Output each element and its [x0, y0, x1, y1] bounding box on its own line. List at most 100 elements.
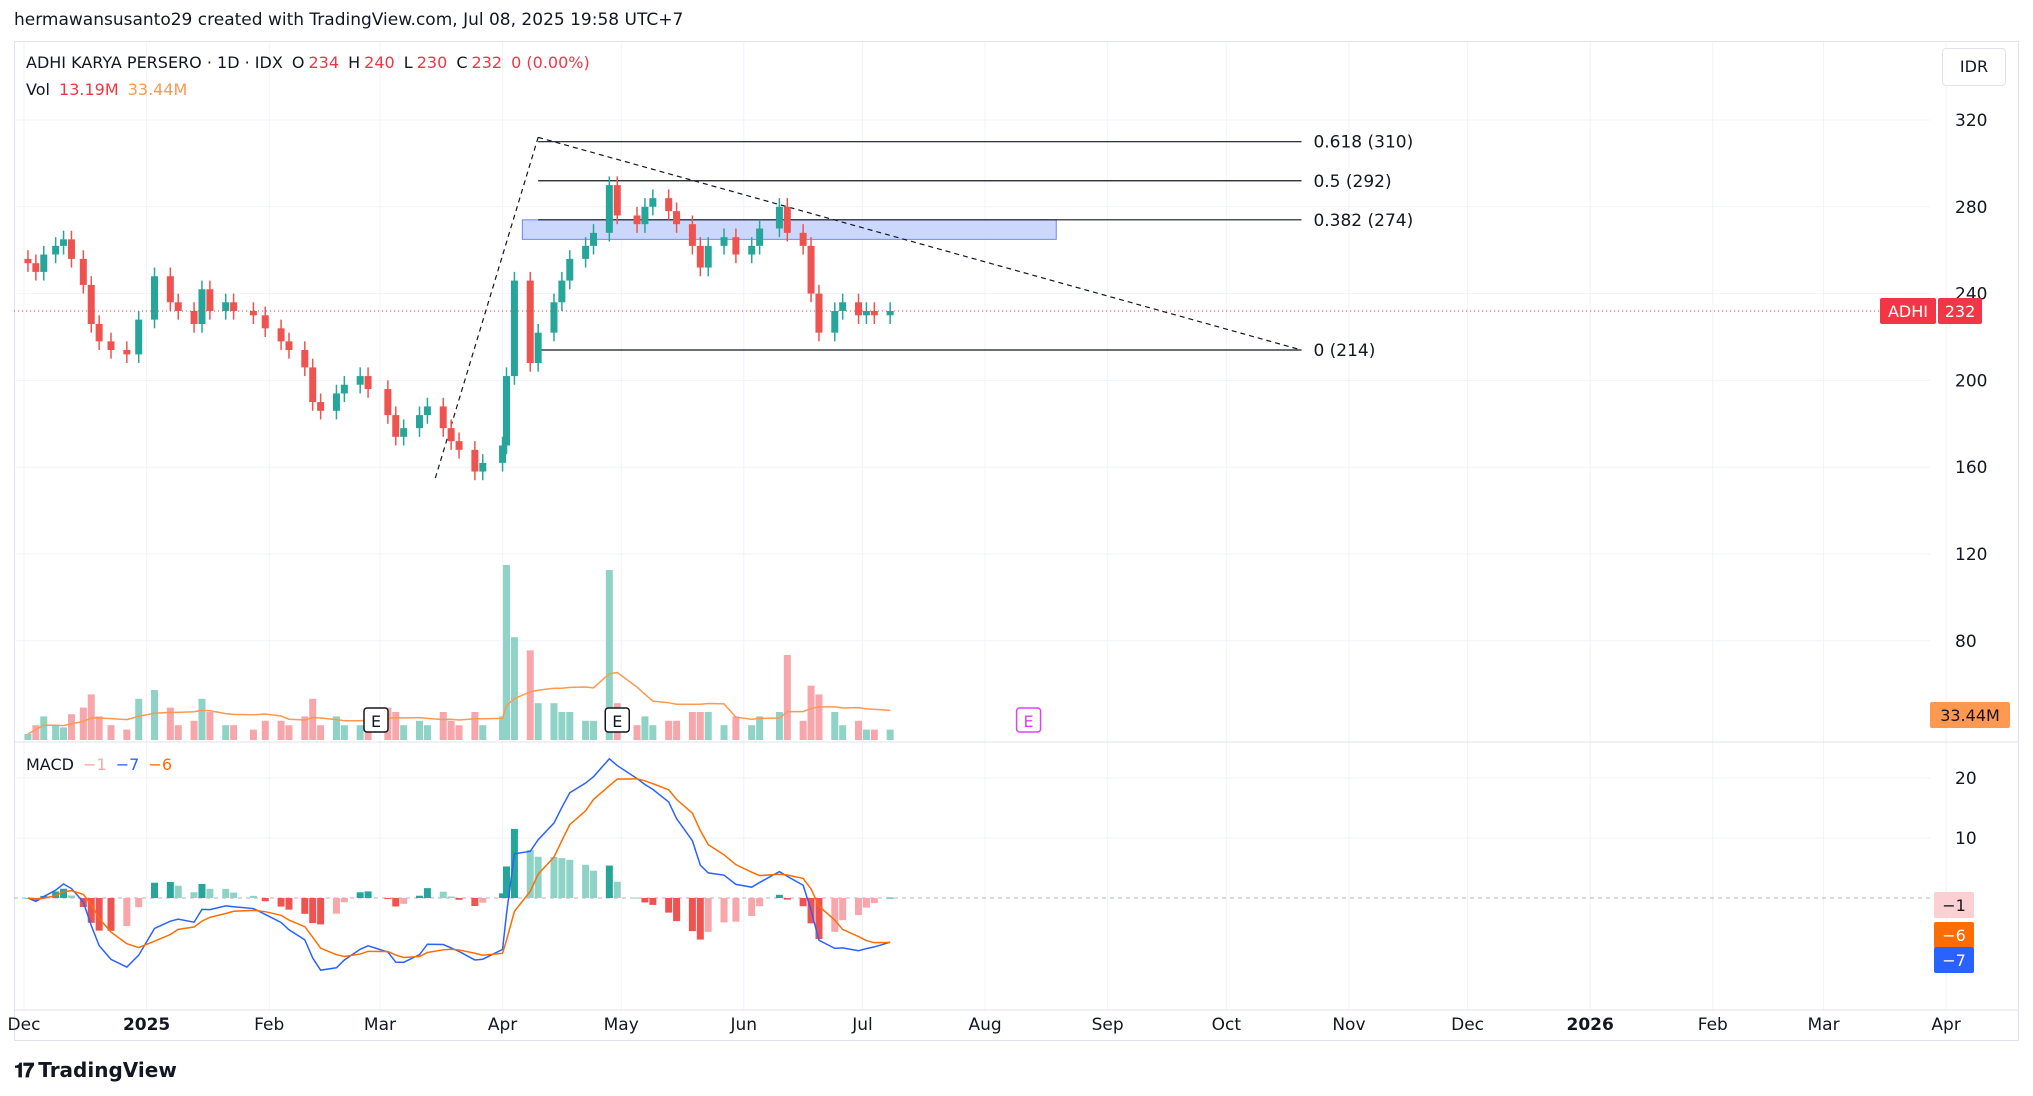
price-tick-label: 160: [1955, 458, 1987, 478]
macd-histogram-bar: [60, 888, 68, 898]
macd-histogram-bar: [775, 894, 783, 898]
volume-bar: [886, 729, 894, 740]
macd-histogram-bar: [416, 895, 423, 898]
candle-body: [166, 276, 174, 303]
change-value: 0 (0.00%): [511, 53, 590, 72]
macd-histogram-bar: [230, 892, 238, 898]
volume-bar: [605, 570, 613, 740]
candle-body: [775, 206, 783, 229]
volume-bar: [166, 707, 174, 740]
volume-bar: [60, 727, 68, 740]
volume-bar: [673, 720, 681, 740]
candle-body: [783, 206, 791, 233]
earnings-marker-label: E: [1024, 712, 1034, 731]
candle-body: [190, 310, 198, 324]
volume-bar: [510, 637, 518, 740]
candle-body: [550, 302, 558, 333]
candle-body: [67, 239, 75, 259]
candle-body: [249, 310, 257, 316]
volume-bar: [447, 720, 455, 740]
candle-body: [720, 237, 728, 246]
macd-histogram-bar: [748, 898, 756, 916]
macd-histogram-bar: [783, 898, 791, 900]
volume-bar: [249, 729, 257, 740]
volume-bar: [206, 712, 214, 740]
candle-body: [301, 350, 309, 368]
macd-histogram-bar: [720, 898, 728, 923]
macd-value-tag: [1934, 892, 1974, 918]
volume-bar: [261, 720, 269, 740]
macd-histogram-bar: [107, 898, 115, 931]
volume-bar: [590, 720, 598, 740]
earnings-marker: [604, 707, 630, 733]
low-label: L: [403, 53, 413, 72]
time-tick-label: 2025: [123, 1015, 170, 1035]
volume-bar: [732, 716, 740, 740]
candle-body: [392, 415, 400, 437]
candle-body: [400, 428, 408, 437]
volume-bar: [222, 725, 230, 740]
macd-histogram-bar: [499, 893, 507, 898]
volume-bar: [356, 725, 364, 740]
macd-histogram-bar: [439, 891, 447, 898]
macd-histogram-bar: [135, 898, 143, 908]
currency-button[interactable]: IDR: [1942, 48, 2006, 86]
chart-frame[interactable]: [14, 41, 2019, 1041]
macd-tick-label: 10: [1955, 829, 1977, 849]
macd-histogram-bar: [732, 898, 740, 922]
candle-body: [317, 402, 325, 411]
volume-bar: [526, 650, 534, 740]
macd-line-value: −7: [115, 755, 140, 774]
volume-bar: [748, 725, 756, 740]
volume-bar: [696, 712, 704, 740]
fib-level-label: 0.618 (310): [1313, 133, 1413, 153]
volume-bar: [756, 716, 764, 740]
time-tick-label: Dec: [1451, 1015, 1484, 1035]
volume-bar: [40, 716, 48, 740]
candle-body: [815, 293, 823, 333]
candle-body: [756, 228, 764, 246]
volume-bar: [198, 698, 206, 740]
macd-histogram-bar: [862, 898, 870, 908]
candle-body: [839, 302, 847, 311]
price-legend: ADHI KARYA PERSERO · 1D · IDX O 234 H 240 …: [26, 53, 594, 72]
candle-body: [230, 302, 238, 311]
volume-bar: [79, 707, 87, 740]
macd-histogram-bar: [123, 898, 131, 927]
candle-body: [665, 198, 673, 212]
tradingview-logo[interactable]: 𝟏𝟕 TradingView: [14, 1058, 177, 1082]
volume-bar: [550, 703, 558, 740]
macd-histogram-bar: [384, 898, 392, 899]
macd-histogram-bar: [447, 896, 455, 898]
volume-bar: [649, 725, 657, 740]
earnings-marker-label: E: [371, 712, 381, 731]
symbol-title[interactable]: ADHI KARYA PERSERO · 1D · IDX: [26, 53, 283, 72]
volume-bar: [688, 712, 696, 740]
time-tick-label: Aug: [968, 1015, 1001, 1035]
macd-histogram-bar: [87, 898, 95, 923]
macd-histogram-bar: [317, 898, 325, 925]
volume-bar: [277, 720, 285, 740]
volume-bar: [831, 712, 839, 740]
candle-body: [455, 441, 463, 450]
candle-body: [277, 328, 285, 342]
earnings-marker: [363, 707, 389, 733]
volume-bar: [416, 720, 423, 740]
earnings-marker: [1015, 707, 1042, 733]
macd-histogram-bar: [364, 891, 372, 898]
time-tick-label: Dec: [8, 1015, 41, 1035]
candle-body: [206, 289, 214, 311]
last-price-tag: [1938, 297, 1982, 324]
volume-bar: [52, 725, 60, 740]
brand-name: TradingView: [38, 1058, 177, 1082]
macd-histogram-bar: [510, 828, 518, 898]
macd-histogram-bar: [67, 895, 75, 898]
macd-histogram-bar: [479, 898, 487, 903]
macd-signal-value: −6: [148, 755, 173, 774]
volume-bar: [190, 720, 198, 740]
volume-bar: [534, 703, 542, 740]
candle-body: [285, 341, 293, 351]
volume-bar: [123, 729, 131, 740]
candle-body: [423, 406, 431, 416]
